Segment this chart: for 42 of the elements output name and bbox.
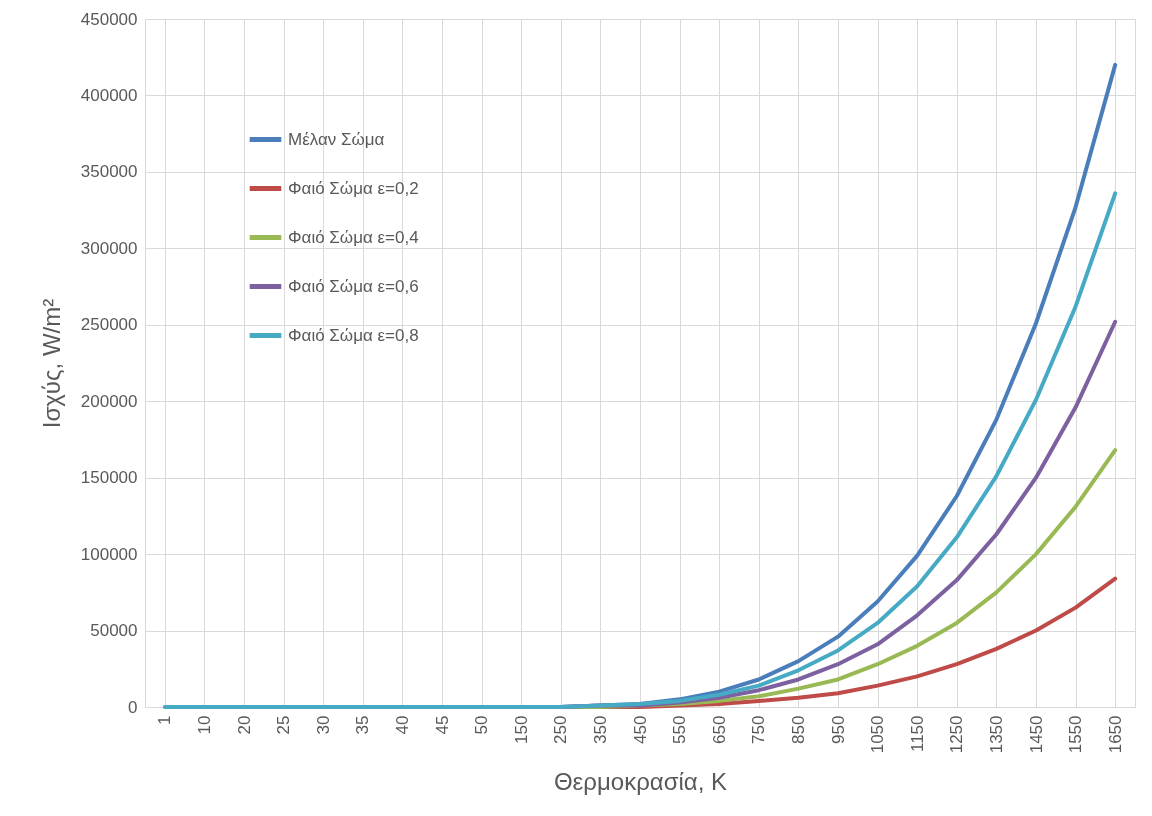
x-tick-label: 1: [155, 715, 175, 725]
y-tick-label: 0: [128, 697, 138, 717]
x-tick-label: 850: [788, 715, 808, 744]
x-tick-label: 1450: [1026, 715, 1046, 754]
x-tick-label: 1050: [868, 715, 888, 754]
x-tick-label: 10: [194, 715, 214, 735]
x-tick-label: 25: [274, 715, 294, 735]
x-tick-label: 1650: [1105, 715, 1125, 754]
x-tick-label: 35: [353, 715, 373, 735]
x-tick-label: 250: [551, 715, 571, 744]
y-tick-label: 400000: [80, 85, 138, 105]
x-tick-label: 550: [670, 715, 690, 744]
x-tick-label: 50: [472, 715, 492, 735]
x-tick-label: 650: [709, 715, 729, 744]
legend-label: Φαιό Σώμα ε=0,4: [288, 227, 419, 247]
x-tick-label: 1150: [907, 715, 927, 753]
y-tick-label: 350000: [80, 162, 138, 182]
legend-label: Φαιό Σώμα ε=0,8: [288, 325, 419, 345]
x-tick-label: 20: [234, 715, 254, 735]
x-axis-title: Θερμοκρασία, K: [553, 768, 728, 796]
x-tick-label: 1250: [947, 715, 967, 754]
x-tick-label: 350: [590, 715, 610, 744]
legend-label: Φαιό Σώμα ε=0,2: [288, 178, 419, 198]
x-tick-label: 30: [313, 715, 333, 735]
x-tick-label: 450: [630, 715, 650, 744]
legend-label: Φαιό Σώμα ε=0,6: [288, 276, 419, 296]
y-tick-label: 100000: [80, 544, 138, 564]
x-tick-label: 1350: [986, 715, 1006, 754]
legend-label: Μέλαν Σώμα: [288, 129, 385, 149]
x-tick-label: 45: [432, 715, 452, 735]
y-tick-label: 300000: [80, 238, 138, 258]
x-tick-label: 750: [749, 715, 769, 744]
x-tick-label: 950: [828, 715, 848, 744]
y-axis-title: Ισχύς, W/m²: [37, 298, 65, 429]
x-tick-label: 40: [392, 715, 412, 735]
x-tick-label: 1550: [1066, 715, 1086, 754]
y-tick-label: 200000: [80, 391, 138, 411]
y-tick-label: 450000: [80, 9, 138, 29]
y-tick-label: 250000: [80, 315, 138, 335]
y-tick-label: 150000: [80, 468, 138, 488]
y-tick-label: 50000: [90, 621, 138, 641]
x-tick-label: 150: [511, 715, 531, 744]
